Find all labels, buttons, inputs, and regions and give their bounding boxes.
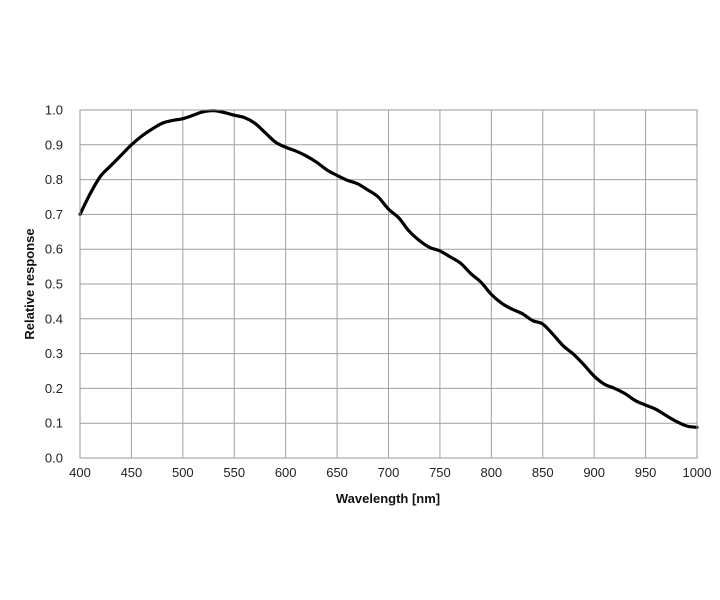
x-tick-label: 600 [275, 465, 297, 480]
y-axis-title: Relative response [22, 228, 37, 339]
y-tick-label: 0.0 [45, 451, 63, 466]
y-tick-label: 1.0 [45, 103, 63, 118]
x-tick-label: 500 [172, 465, 194, 480]
x-tick-label: 800 [480, 465, 502, 480]
x-tick-label: 850 [532, 465, 554, 480]
y-tick-label: 0.4 [45, 311, 63, 326]
x-tick-label: 900 [583, 465, 605, 480]
grid [79, 109, 698, 459]
x-tick-label: 400 [69, 465, 91, 480]
x-axis-title: Wavelength [nm] [336, 491, 440, 506]
y-tick-label: 0.7 [45, 207, 63, 222]
x-tick-label: 450 [121, 465, 143, 480]
x-tick-label: 700 [378, 465, 400, 480]
response-curve-line [78, 109, 699, 429]
y-axis-ticks: 0.0 0.1 0.2 0.3 0.4 0.5 0.6 0.7 0.8 0.9 1.0 [45, 103, 63, 466]
x-tick-label: 1000 [683, 465, 712, 480]
x-axis-ticks: 400 450 500 550 600 650 700 750 800 850 900 950 1000 [69, 465, 711, 480]
x-tick-label: 950 [635, 465, 657, 480]
y-tick-label: 0.9 [45, 137, 63, 152]
y-tick-label: 0.3 [45, 346, 63, 361]
x-tick-label: 650 [326, 465, 348, 480]
x-tick-label: 750 [429, 465, 451, 480]
y-tick-label: 0.6 [45, 242, 63, 257]
y-tick-label: 0.1 [45, 416, 63, 431]
y-tick-label: 0.5 [45, 277, 63, 292]
series-layer [78, 109, 699, 429]
y-tick-label: 0.8 [45, 172, 63, 187]
x-tick-label: 550 [223, 465, 245, 480]
plot-area-border [79, 109, 698, 459]
y-tick-label: 0.2 [45, 381, 63, 396]
